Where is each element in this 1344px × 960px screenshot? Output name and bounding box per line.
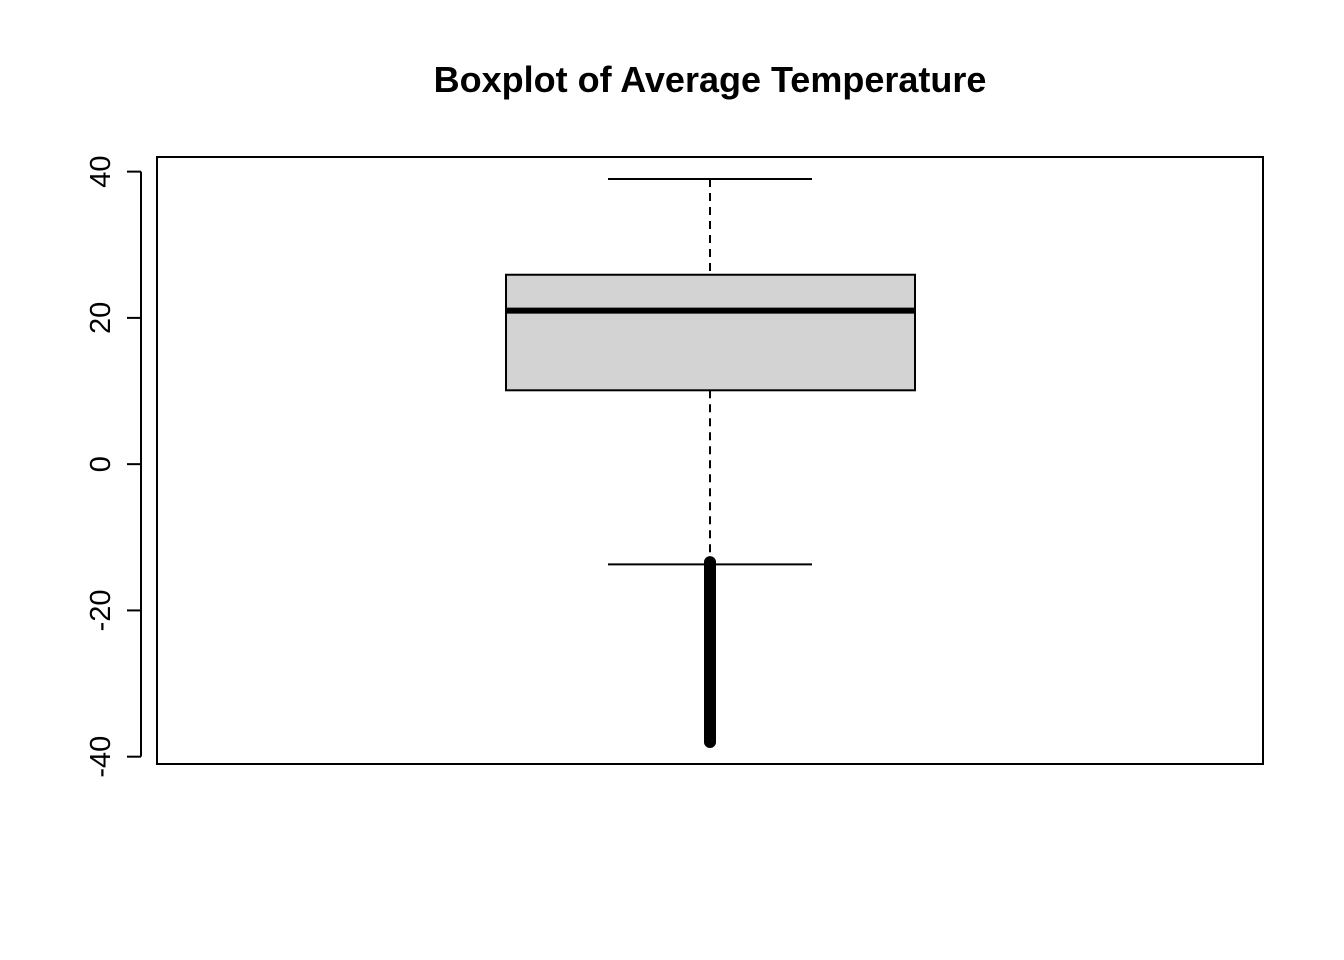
y-tick-label: 0 bbox=[85, 456, 117, 472]
chart-title: Boxplot of Average Temperature bbox=[434, 59, 987, 100]
y-axis: -40 -20 0 20 40 bbox=[85, 155, 142, 778]
box-group bbox=[505, 177, 916, 566]
plot-frame bbox=[156, 156, 1264, 765]
y-tick-label: 20 bbox=[85, 302, 117, 334]
iqr-box bbox=[505, 273, 916, 392]
y-tick-label: -20 bbox=[85, 589, 117, 631]
outlier-point bbox=[704, 556, 716, 569]
y-tick-label: 40 bbox=[85, 155, 117, 187]
outlier-points bbox=[704, 556, 716, 749]
y-tick-label: -40 bbox=[85, 736, 117, 778]
